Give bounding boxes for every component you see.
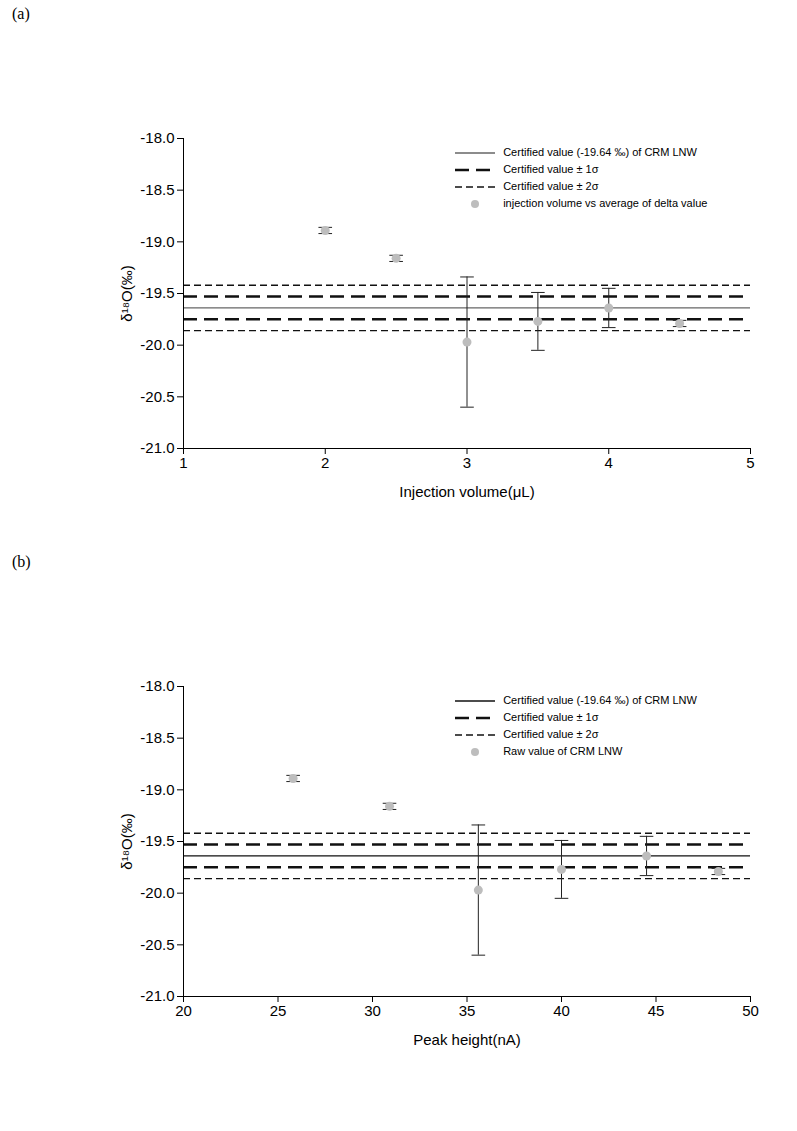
html-text:injection volume vs average of: injection volume vs average of delta val…: [503, 197, 708, 209]
svg-text:δ¹⁸O(‰): δ¹⁸O(‰): [118, 813, 135, 869]
svg-text:5: 5: [746, 454, 754, 471]
html-text:Certified value ± 1σ: Certified value ± 1σ: [503, 711, 599, 723]
svg-text:-18.5: -18.5: [140, 181, 174, 198]
svg-text:-18.0: -18.0: [140, 129, 174, 146]
svg-text:-20.0: -20.0: [140, 336, 174, 353]
svg-text:Peak height(nA): Peak height(nA): [413, 1031, 521, 1048]
svg-text:25: 25: [270, 1002, 287, 1019]
svg-text:30: 30: [364, 1002, 381, 1019]
svg-text:Injection volume(μL): Injection volume(μL): [399, 483, 534, 500]
svg-text:-19.0: -19.0: [140, 233, 174, 250]
html-text:Raw value of CRM LNW: Raw value of CRM LNW: [503, 745, 623, 757]
html-text:Certified value ± 2σ: Certified value ± 2σ: [503, 728, 599, 740]
svg-text:-19.5: -19.5: [140, 284, 174, 301]
svg-text:20: 20: [175, 1002, 192, 1019]
svg-text:-20.5: -20.5: [140, 388, 174, 405]
html-text:Certified value (-19.64 ‰) of: Certified value (-19.64 ‰) of CRM LNW: [503, 694, 697, 706]
svg-text:4: 4: [605, 454, 613, 471]
svg-text:-18.0: -18.0: [140, 677, 174, 694]
html-text:Certified value (-19.64 ‰) of: Certified value (-19.64 ‰) of CRM LNW: [503, 146, 697, 158]
svg-text:3: 3: [463, 454, 471, 471]
svg-text:-19.0: -19.0: [140, 781, 174, 798]
svg-text:40: 40: [553, 1002, 570, 1019]
svg-text:50: 50: [742, 1002, 759, 1019]
svg-text:-20.0: -20.0: [140, 884, 174, 901]
svg-text:35: 35: [459, 1002, 476, 1019]
html-text:(a): (a): [12, 5, 30, 22]
svg-text:-21.0: -21.0: [140, 987, 174, 1004]
svg-text:1: 1: [179, 454, 187, 471]
svg-text:2: 2: [321, 454, 329, 471]
svg-text:45: 45: [648, 1002, 665, 1019]
svg-text:-20.5: -20.5: [140, 936, 174, 953]
html-text:Certified value ± 2σ: Certified value ± 2σ: [503, 180, 599, 192]
svg-text:-21.0: -21.0: [140, 439, 174, 456]
svg-text:-18.5: -18.5: [140, 729, 174, 746]
svg-text:-19.5: -19.5: [140, 832, 174, 849]
html-text:Certified value ± 1σ: Certified value ± 1σ: [503, 163, 599, 175]
html-text:(b): (b): [12, 553, 31, 570]
svg-text:δ¹⁸O(‰): δ¹⁸O(‰): [118, 265, 135, 321]
